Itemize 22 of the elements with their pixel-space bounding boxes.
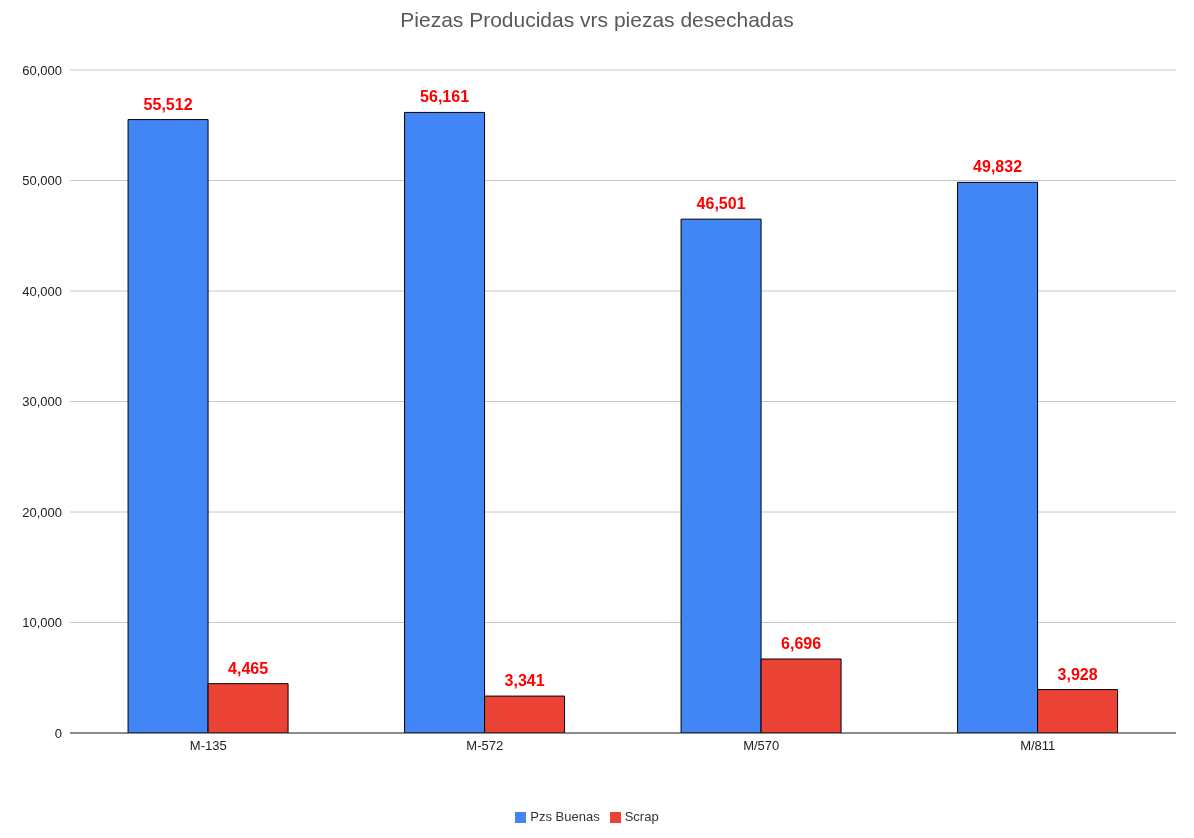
x-tick-label: M/570 (743, 738, 780, 754)
data-label: 4,465 (228, 659, 269, 677)
data-label: 49,832 (973, 158, 1023, 176)
x-tick-label: M-135 (189, 738, 227, 754)
data-label: 56,161 (420, 88, 470, 106)
data-label: 55,512 (143, 95, 193, 113)
y-tick-label: 50,000 (22, 173, 62, 189)
legend-label: Pzs Buenas (530, 809, 600, 824)
data-label: 3,928 (1057, 665, 1098, 683)
y-tick-label: 60,000 (22, 62, 62, 78)
y-tick-label: 10,000 (22, 615, 62, 631)
y-tick-label: 20,000 (22, 504, 62, 520)
legend-label: Scrap (624, 809, 659, 824)
chart-title: Piezas Producidas vrs piezas desechadas (399, 8, 795, 33)
data-label: 3,341 (504, 672, 545, 690)
x-tick-label: M/811 (1020, 738, 1056, 754)
x-tick-label: M-572 (466, 738, 504, 754)
y-tick-label: 30,000 (22, 394, 62, 410)
data-label: 46,501 (696, 195, 746, 213)
y-tick-label: 0 (54, 725, 62, 741)
data-label: 6,696 (781, 635, 822, 653)
y-tick-label: 40,000 (22, 283, 62, 299)
